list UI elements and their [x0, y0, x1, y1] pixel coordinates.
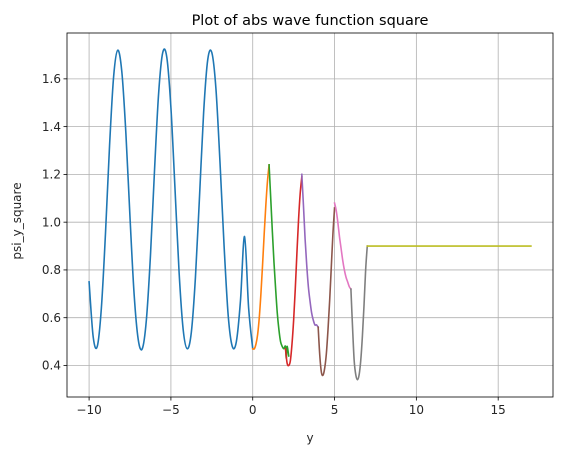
series-line-1 [88, 48, 254, 351]
series-line-6 [317, 206, 336, 377]
chart-title: Plot of abs wave function square [192, 13, 429, 29]
series-line-4 [284, 175, 303, 367]
x-tick-label: −10 [76, 403, 101, 417]
series-line-8 [350, 245, 369, 381]
x-tick-label: 5 [331, 403, 339, 417]
y-tick-label: 1.2 [42, 168, 61, 182]
y-tick-label: 0.8 [42, 263, 61, 277]
y-tick-label: 1.0 [42, 215, 61, 229]
plot-area [66, 32, 554, 398]
series-line-2 [251, 163, 270, 350]
grid [67, 33, 553, 397]
x-tick-label: 15 [491, 403, 506, 417]
y-tick-label: 1.6 [42, 72, 61, 86]
series-line-7 [333, 202, 353, 291]
x-tick-label: 0 [249, 403, 257, 417]
series-lines [88, 48, 532, 381]
y-tick-label: 0.6 [42, 311, 61, 325]
y-tick-label: 0.4 [42, 359, 61, 373]
x-tick-label: 10 [409, 403, 424, 417]
y-axis-label: psi_y_square [10, 182, 24, 259]
x-axis-label: y [306, 431, 313, 445]
series-line-5 [300, 173, 320, 329]
x-tick-label: −5 [162, 403, 180, 417]
y-tick-label: 1.4 [42, 120, 61, 134]
ticks: −10 −5 0 5 10 15 0.4 0.6 0.8 1.0 1.2 1.4 1.6 [42, 72, 506, 417]
